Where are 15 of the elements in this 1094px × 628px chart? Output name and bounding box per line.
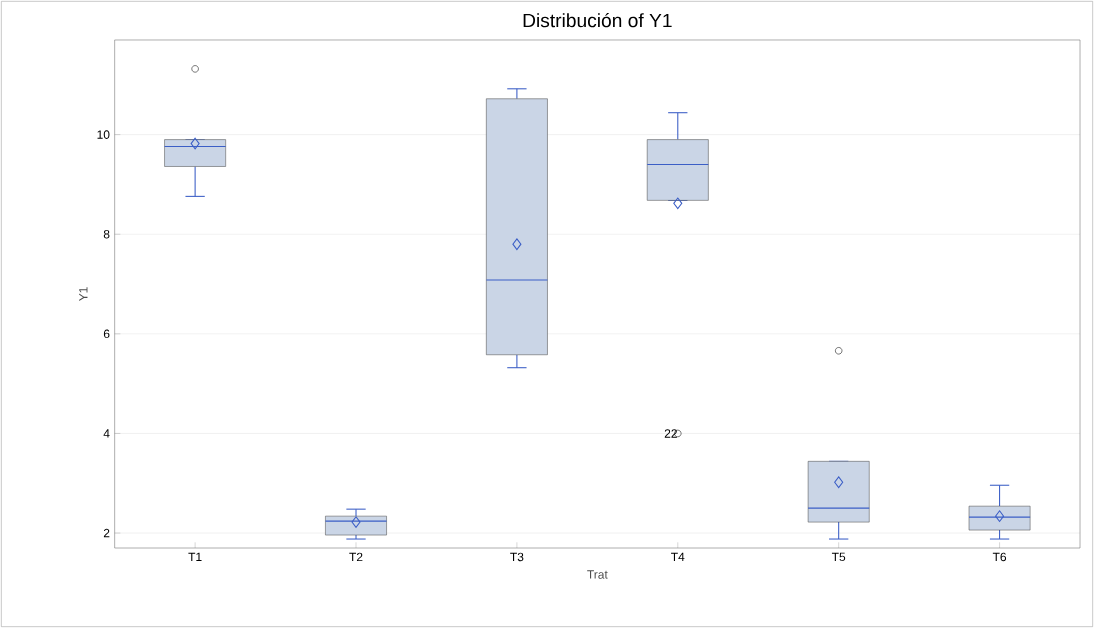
annotation: 22 xyxy=(664,429,677,438)
x-tick-label: T4 xyxy=(671,552,685,561)
y-tick-label: 8 xyxy=(103,229,110,239)
chart-title: Distribución of Y1 xyxy=(523,12,672,28)
y-tick-label: 10 xyxy=(97,130,110,139)
x-tick-label: T3 xyxy=(510,552,524,562)
y-axis-title: Y1 xyxy=(79,287,88,302)
x-tick-label: T6 xyxy=(992,552,1007,562)
y-tick-label: 4 xyxy=(103,429,110,438)
y-tick-label: 2 xyxy=(103,528,110,538)
y-tick-label: 6 xyxy=(103,329,110,339)
x-axis-title: Trat xyxy=(587,570,608,579)
x-tick-label: T5 xyxy=(831,552,846,562)
x-tick-label: T1 xyxy=(188,552,202,561)
x-tick-label: T2 xyxy=(349,552,363,562)
